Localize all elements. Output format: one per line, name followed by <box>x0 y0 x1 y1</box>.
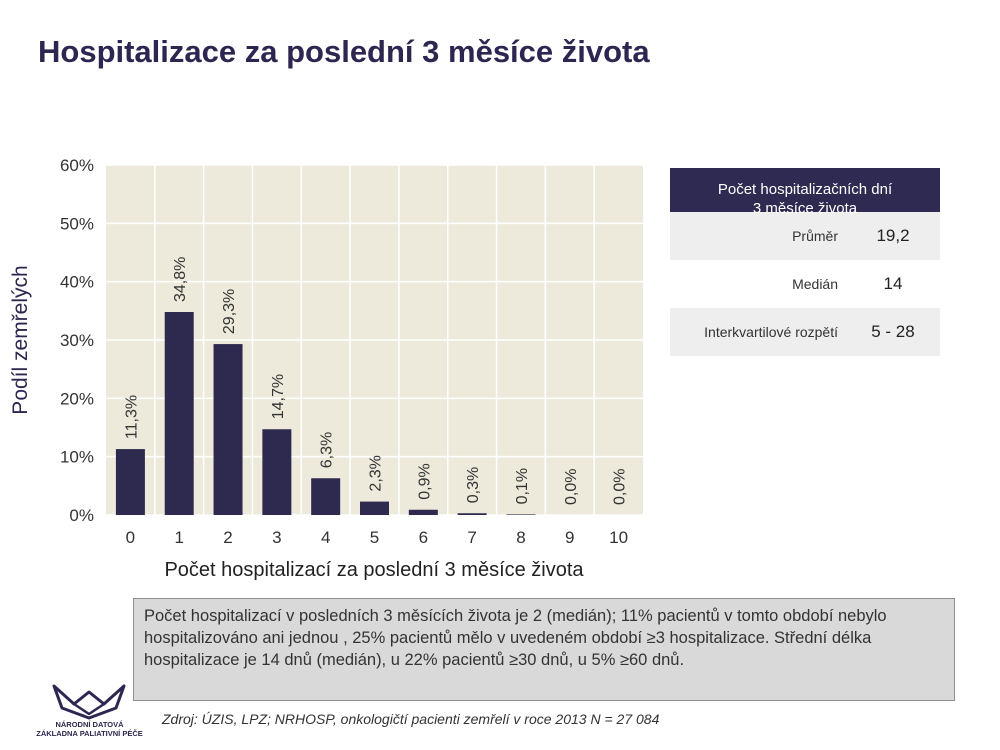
source-citation: Zdroj: ÚZIS, LPZ; NRHOSP, onkologičtí pa… <box>162 711 660 727</box>
bar <box>213 344 243 515</box>
logo: NÁRODNÍ DATOVÁ ZÁKLADNA PALIATIVNÍ PÉČE <box>32 682 147 742</box>
y-axis-label: Podíl zemřelých <box>9 265 32 414</box>
x-tick-label: 6 <box>419 528 428 547</box>
data-label: 0,1% <box>514 468 531 504</box>
data-label: 0,9% <box>416 463 433 499</box>
logo-line1: NÁRODNÍ DATOVÁ <box>55 720 124 729</box>
stats-row-value: 14 <box>883 274 903 293</box>
data-label: 6,3% <box>319 432 336 468</box>
summary-note: Počet hospitalizací v posledních 3 měsíc… <box>133 598 955 701</box>
slide-title: Hospitalizace za poslední 3 měsíce život… <box>38 34 650 69</box>
data-label: 11,3% <box>123 395 140 439</box>
y-tick-label: 10% <box>60 448 94 467</box>
bar <box>506 514 536 515</box>
x-tick-label: 8 <box>516 528 525 547</box>
bar <box>115 449 145 515</box>
data-label: 0,0% <box>563 469 580 505</box>
bar-chart: 0% 10% 20% 30% 40% 50% 60% 0 11,3% 1 34,8% 2 29,3% 3 1… <box>9 156 643 581</box>
y-tick-label: 30% <box>60 331 94 350</box>
bar <box>311 478 341 515</box>
stats-row-value: 19,2 <box>876 226 910 245</box>
stats-row-label: Medián <box>792 276 838 292</box>
x-tick-label: 1 <box>174 528 183 547</box>
stats-table: Počet hospitalizačních dní 3 měsíce živo… <box>670 168 940 356</box>
stats-header-line2: 3 měsíce života <box>752 200 858 217</box>
bar <box>457 513 487 515</box>
stats-row-median: Medián 14 <box>670 260 940 308</box>
x-axis-label: Počet hospitalizací za poslední 3 měsíce… <box>164 559 584 581</box>
bar <box>164 312 194 515</box>
x-tick-label: 5 <box>370 528 379 547</box>
y-tick-label: 40% <box>60 273 94 292</box>
bar <box>408 509 438 515</box>
x-tick-label: 2 <box>223 528 232 547</box>
data-label: 34,8% <box>172 257 189 302</box>
bar <box>262 429 292 515</box>
stats-row-value: 5 - 28 <box>871 322 915 341</box>
stats-header-line1: Počet hospitalizačních dní <box>717 181 893 198</box>
x-tick-label: 0 <box>126 528 135 547</box>
x-tick-label: 9 <box>565 528 574 547</box>
y-tick-label: 0% <box>69 506 94 525</box>
stats-row-mean: Průměr 19,2 <box>670 212 940 260</box>
bar <box>360 501 389 515</box>
y-tick-label: 20% <box>60 389 94 408</box>
logo-icon <box>52 684 126 720</box>
stats-row-label: Interkvartilové rozpětí <box>704 324 838 340</box>
data-label: 29,3% <box>221 289 238 334</box>
stats-table-header: Počet hospitalizačních dní 3 měsíce živo… <box>670 168 940 217</box>
x-tick-label: 10 <box>609 528 628 547</box>
y-tick-label: 50% <box>60 214 94 233</box>
logo-text: NÁRODNÍ DATOVÁ ZÁKLADNA PALIATIVNÍ PÉČE <box>32 720 147 738</box>
data-label: 0,3% <box>465 467 482 503</box>
stats-row-iqr: Interkvartilové rozpětí 5 - 28 <box>670 308 940 356</box>
y-tick-label: 60% <box>60 156 94 175</box>
x-tick-label: 7 <box>467 528 476 547</box>
logo-line2: ZÁKLADNA PALIATIVNÍ PÉČE <box>36 729 143 738</box>
data-label: 14,7% <box>270 374 287 419</box>
stats-row-label: Průměr <box>792 228 838 244</box>
data-label: 0,0% <box>612 469 629 505</box>
x-tick-label: 3 <box>272 528 281 547</box>
data-label: 2,3% <box>368 455 385 491</box>
x-tick-label: 4 <box>321 528 330 547</box>
